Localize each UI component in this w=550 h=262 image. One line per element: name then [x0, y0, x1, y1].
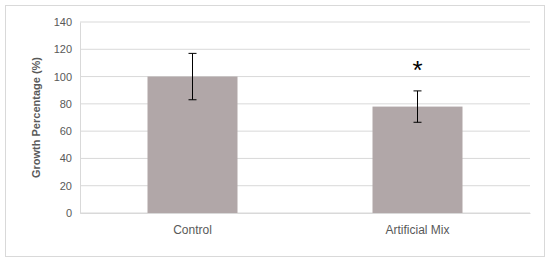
y-tick: 80	[60, 98, 80, 110]
x-tick: Artificial Mix	[385, 213, 449, 237]
grid-line	[80, 49, 530, 50]
error-bar-line	[414, 122, 422, 123]
chart: 0 20 40 60 80 100 120 140 Control Artificial Mix G…	[0, 0, 550, 262]
y-tick-label: 120	[54, 43, 72, 55]
error-bar-line	[189, 53, 197, 54]
x-tick: Control	[173, 213, 212, 237]
chart-frame	[6, 6, 545, 257]
y-tick-label: 20	[60, 180, 72, 192]
annotation: *	[412, 55, 422, 85]
y-tick: 40	[60, 152, 80, 164]
y-tick: 20	[60, 180, 80, 192]
grid	[80, 22, 530, 213]
grid-line	[80, 22, 530, 23]
y-tick: 100	[54, 71, 80, 83]
error-bar	[189, 53, 197, 99]
y-tick: 60	[60, 125, 80, 137]
x-axis-line	[81, 213, 531, 214]
y-tick-label: 140	[54, 16, 72, 28]
y-tick: 120	[54, 43, 80, 55]
y-tick: 0	[66, 207, 80, 219]
error-bar-line	[414, 90, 422, 91]
error-bar-line	[417, 91, 418, 122]
error-bar-line	[192, 53, 193, 99]
y-tick-label: 40	[60, 152, 72, 164]
x-tick-label: Artificial Mix	[385, 223, 449, 237]
y-axis-line	[80, 23, 81, 214]
y-tick-label: 100	[54, 71, 72, 83]
x-axis: Control Artificial Mix	[81, 213, 531, 237]
y-tick: 140	[54, 16, 80, 28]
bar	[373, 107, 463, 213]
error-bar-line	[189, 99, 197, 100]
y-tick-label: 80	[60, 98, 72, 110]
y-tick-label: 60	[60, 125, 72, 137]
y-axis-title: Growth Percentage (%)	[30, 57, 42, 178]
plot-area	[148, 53, 463, 213]
error-bar	[414, 91, 422, 122]
y-axis: 0 20 40 60 80 100 120 140	[54, 16, 81, 219]
x-tick-label: Control	[173, 223, 212, 237]
y-tick-label: 0	[66, 207, 72, 219]
